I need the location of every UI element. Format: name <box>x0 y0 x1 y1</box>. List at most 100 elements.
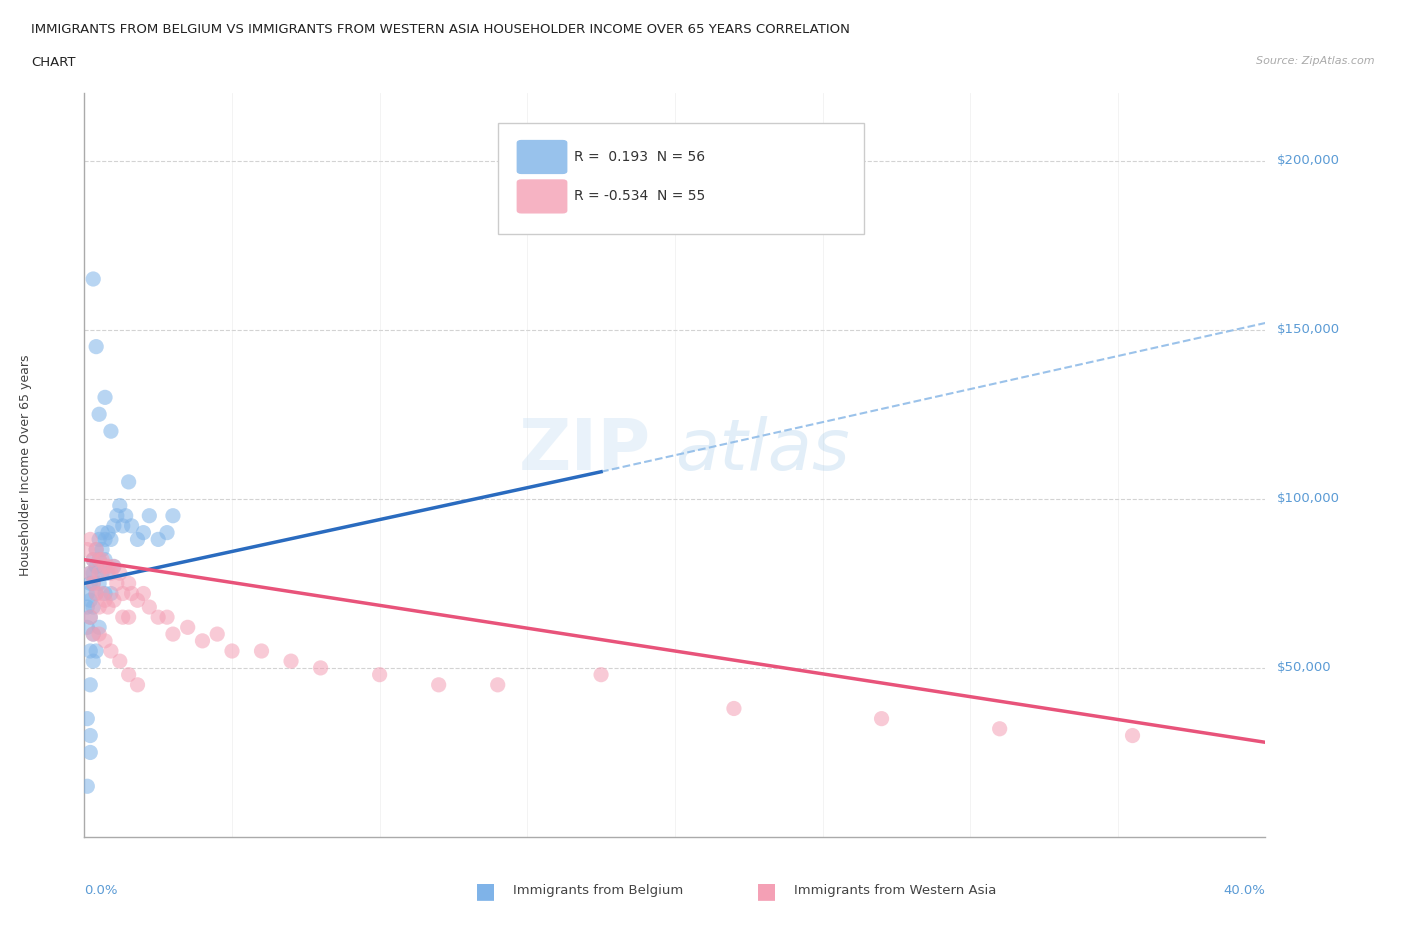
Point <box>121 518 143 533</box>
Point <box>84 542 107 557</box>
Point <box>79 565 101 580</box>
Point <box>87 576 111 591</box>
Point <box>79 728 101 743</box>
Point <box>76 778 98 793</box>
Point <box>91 565 114 580</box>
Point <box>76 620 98 635</box>
Point <box>988 722 1011 737</box>
Point <box>82 654 104 669</box>
Point <box>111 586 134 601</box>
Point <box>138 600 160 615</box>
Point <box>91 552 114 567</box>
Point <box>76 586 98 601</box>
FancyBboxPatch shape <box>516 140 568 174</box>
Point <box>84 644 107 658</box>
Point <box>82 600 104 615</box>
Point <box>103 559 125 574</box>
Point <box>723 701 745 716</box>
Point <box>87 532 111 547</box>
Text: $100,000: $100,000 <box>1277 492 1340 505</box>
Point <box>368 667 391 682</box>
Text: Immigrants from Belgium: Immigrants from Belgium <box>513 884 683 897</box>
FancyBboxPatch shape <box>498 123 863 234</box>
Text: R = -0.534  N = 55: R = -0.534 N = 55 <box>575 190 706 204</box>
Point <box>108 654 131 669</box>
Point <box>94 592 117 607</box>
Point <box>84 586 107 601</box>
Point <box>280 654 302 669</box>
Text: $200,000: $200,000 <box>1277 154 1340 167</box>
Point <box>103 518 125 533</box>
Point <box>82 552 104 567</box>
Point <box>79 610 101 625</box>
Point <box>103 559 125 574</box>
Point <box>91 586 114 601</box>
Text: R =  0.193  N = 56: R = 0.193 N = 56 <box>575 150 706 164</box>
Point <box>156 610 179 625</box>
Point <box>76 542 98 557</box>
Point <box>94 559 117 574</box>
Point <box>79 576 101 591</box>
Point <box>250 644 273 658</box>
Point <box>114 509 136 524</box>
Text: 0.0%: 0.0% <box>84 884 118 897</box>
Point <box>79 677 101 692</box>
Point <box>127 532 149 547</box>
Point <box>82 627 104 642</box>
Point <box>118 474 141 489</box>
Point <box>121 586 143 601</box>
Point <box>82 272 104 286</box>
Point <box>79 745 101 760</box>
Point <box>79 532 101 547</box>
Point <box>87 552 111 567</box>
Point <box>82 576 104 591</box>
Text: atlas: atlas <box>675 416 849 485</box>
Point <box>111 610 134 625</box>
Text: Source: ZipAtlas.com: Source: ZipAtlas.com <box>1257 56 1375 66</box>
Point <box>118 576 141 591</box>
Point <box>79 565 101 580</box>
Point <box>148 532 170 547</box>
Point <box>82 576 104 591</box>
Point <box>105 509 128 524</box>
Point <box>132 525 155 540</box>
Point <box>82 627 104 642</box>
Point <box>100 644 122 658</box>
Point <box>84 339 107 354</box>
Point <box>127 677 149 692</box>
Point <box>87 406 111 421</box>
Point <box>87 552 111 567</box>
Text: ■: ■ <box>475 881 495 901</box>
Point <box>427 677 450 692</box>
Point <box>108 565 131 580</box>
Point <box>138 509 160 524</box>
Point <box>100 424 122 439</box>
Point <box>870 711 893 726</box>
FancyBboxPatch shape <box>516 179 568 214</box>
Point <box>94 633 117 648</box>
Text: $150,000: $150,000 <box>1277 324 1340 337</box>
Point <box>100 565 122 580</box>
Point <box>97 600 120 615</box>
Point <box>177 620 200 635</box>
Point <box>162 509 184 524</box>
Point <box>84 542 107 557</box>
Point <box>591 667 613 682</box>
Point <box>118 610 141 625</box>
Text: 40.0%: 40.0% <box>1223 884 1265 897</box>
Point <box>82 565 104 580</box>
Point <box>205 627 228 642</box>
Point <box>108 498 131 513</box>
Point <box>94 586 117 601</box>
Text: ■: ■ <box>756 881 776 901</box>
Point <box>105 576 128 591</box>
Point <box>84 559 107 574</box>
Point <box>97 565 120 580</box>
Point <box>79 592 101 607</box>
Point <box>1122 728 1144 743</box>
Point <box>87 565 111 580</box>
Point <box>87 620 111 635</box>
Point <box>79 644 101 658</box>
Point <box>91 525 114 540</box>
Point <box>82 552 104 567</box>
